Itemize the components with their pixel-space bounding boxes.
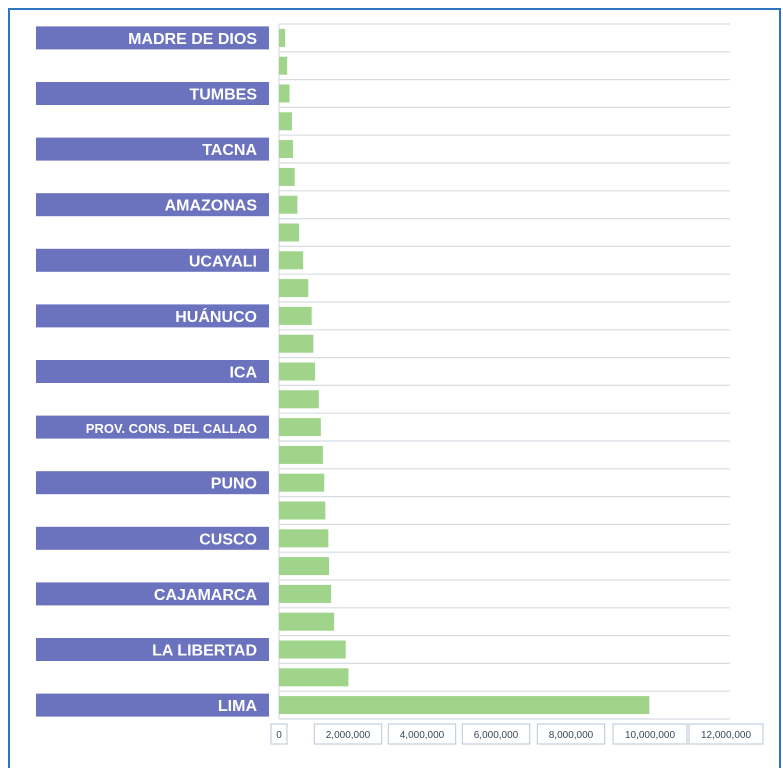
category-label-bg bbox=[36, 248, 269, 272]
category-label-bg bbox=[36, 304, 269, 328]
category-label-bg bbox=[36, 82, 269, 105]
bar bbox=[279, 557, 330, 576]
x-tick-label: 8,000,000 bbox=[549, 730, 594, 741]
category-label-bg bbox=[36, 471, 269, 495]
bars bbox=[279, 28, 650, 715]
bar bbox=[279, 84, 290, 103]
x-tick-box bbox=[387, 723, 457, 745]
category-label: HUÁNUCO bbox=[175, 307, 257, 326]
horizontal-bar-chart: MADRE DE DIOS TUMBES TACNA AMAZONAS UCAYALI H… bbox=[36, 23, 764, 745]
gridlines bbox=[278, 23, 730, 720]
bar bbox=[279, 584, 332, 603]
x-tick-label: 0 bbox=[276, 730, 282, 741]
bar bbox=[279, 612, 335, 631]
category-label: PUNO bbox=[211, 476, 257, 493]
x-tick-label: 4,000,000 bbox=[400, 730, 445, 741]
bar bbox=[279, 640, 346, 659]
bar bbox=[279, 529, 329, 548]
x-tick-box bbox=[270, 723, 288, 745]
x-tick-label: 12,000,000 bbox=[701, 730, 751, 741]
category-label-bg bbox=[36, 26, 269, 50]
bar bbox=[279, 56, 288, 75]
category-label: TACNA bbox=[202, 142, 257, 159]
category-label-bg bbox=[36, 693, 269, 717]
bar bbox=[279, 445, 323, 464]
x-tick-box bbox=[313, 723, 383, 745]
category-label-bg bbox=[36, 582, 269, 606]
bar bbox=[279, 473, 325, 492]
category-label: ICA bbox=[229, 365, 257, 382]
category-label: CUSCO bbox=[199, 531, 257, 548]
bar bbox=[279, 501, 326, 520]
bar bbox=[279, 390, 319, 409]
bar bbox=[279, 112, 292, 131]
category-label-bg bbox=[36, 415, 269, 439]
category-label: TUMBES bbox=[189, 87, 257, 104]
bar bbox=[279, 28, 286, 47]
category-label-bg bbox=[36, 638, 269, 661]
category-label: PROV. CONS. DEL CALLAO bbox=[86, 421, 257, 436]
x-axis-ticks: 0 2,000,000 4,000,000 6,000,000 8,000,000 10,… bbox=[270, 723, 764, 745]
bar bbox=[279, 306, 312, 325]
category-labels: MADRE DE DIOS TUMBES TACNA AMAZONAS UCAYALI H… bbox=[36, 26, 269, 717]
bar bbox=[279, 195, 298, 214]
bar bbox=[279, 167, 295, 186]
bar bbox=[279, 223, 300, 242]
bar bbox=[279, 696, 650, 715]
category-label-bg bbox=[36, 526, 269, 550]
category-label: MADRE DE DIOS bbox=[128, 31, 257, 48]
x-tick-label: 6,000,000 bbox=[474, 730, 519, 741]
category-label: LA LIBERTAD bbox=[152, 643, 257, 660]
bar bbox=[279, 362, 316, 381]
category-label: CAJAMARCA bbox=[154, 587, 258, 604]
bar bbox=[279, 279, 309, 298]
x-tick-box bbox=[461, 723, 531, 745]
bar bbox=[279, 418, 321, 437]
bar bbox=[279, 140, 293, 159]
category-label-bg bbox=[36, 137, 269, 161]
bar bbox=[279, 334, 314, 353]
x-tick-label: 10,000,000 bbox=[625, 730, 675, 741]
x-tick-box bbox=[536, 723, 606, 745]
category-label-bg bbox=[36, 360, 269, 383]
bar bbox=[279, 668, 349, 687]
category-label: UCAYALI bbox=[189, 253, 257, 270]
category-label: AMAZONAS bbox=[165, 198, 258, 215]
x-tick-label: 2,000,000 bbox=[326, 730, 371, 741]
x-tick-box bbox=[612, 723, 688, 745]
bar bbox=[279, 251, 304, 270]
category-label-bg bbox=[36, 193, 269, 217]
category-label: LIMA bbox=[218, 698, 258, 715]
x-tick-box bbox=[688, 723, 764, 745]
